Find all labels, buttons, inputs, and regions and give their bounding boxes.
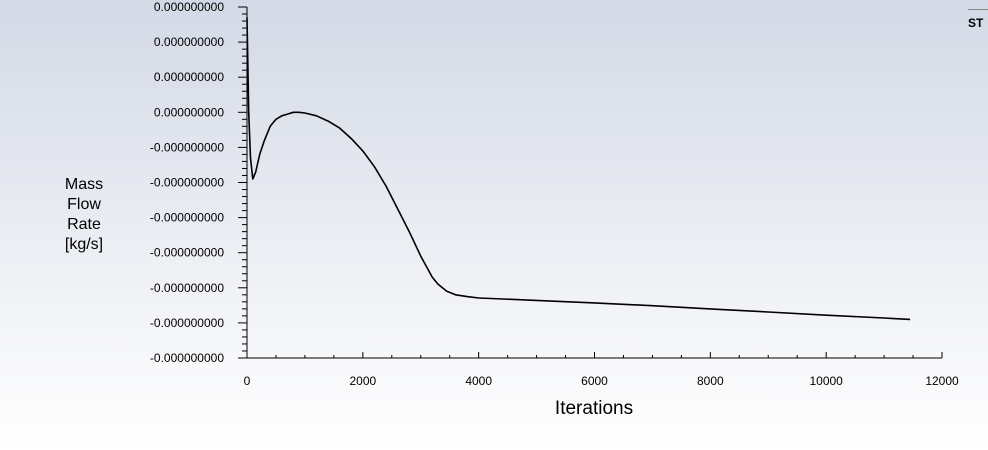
y-axis-label-line-3: Rate <box>67 216 101 233</box>
legend-text: ST <box>968 16 984 30</box>
x-axis-label: Iterations <box>555 398 633 419</box>
y-axis-label: Mass Flow Rate [kg/s] <box>52 175 116 255</box>
x-tick-label: 2000 <box>349 374 376 388</box>
series-group <box>246 17 911 321</box>
y-axis-label-line-2: Flow <box>67 196 101 213</box>
y-tick-label: 0.000000000 <box>154 70 224 84</box>
x-tick-label: 0 <box>244 374 251 388</box>
y-axis-ticks: 0.000000000 0.000000000 0.000000000 0.00000… <box>150 0 247 365</box>
x-tick-label: 12000 <box>925 374 959 388</box>
x-tick-label: 10000 <box>809 374 843 388</box>
y-axis-label-line-1: Mass <box>64 176 104 193</box>
y-tick-label: 0.000000000 <box>154 35 224 49</box>
y-tick-label: -0.000000000 <box>150 176 224 190</box>
x-axis-ticks: 0 2000 4000 6000 8000 10000 12000 <box>244 352 959 388</box>
axes <box>246 7 942 359</box>
y-tick-label: -0.000000000 <box>150 211 224 225</box>
x-tick-label: 8000 <box>697 374 724 388</box>
series-line-1 <box>246 17 911 321</box>
y-tick-label: -0.000000000 <box>150 351 224 365</box>
y-axis-label-line-4: [kg/s] <box>64 236 104 253</box>
x-tick-label: 6000 <box>581 374 608 388</box>
y-tick-label: -0.000000000 <box>150 246 224 260</box>
legend-line <box>968 9 988 10</box>
y-tick-label: 0.000000000 <box>154 0 224 14</box>
legend-fragment: ST <box>968 9 988 33</box>
x-tick-label: 4000 <box>465 374 492 388</box>
y-tick-label: -0.000000000 <box>150 281 224 295</box>
y-tick-label: -0.000000000 <box>150 140 224 154</box>
y-tick-label: 0.000000000 <box>154 105 224 119</box>
y-tick-label: -0.000000000 <box>150 316 224 330</box>
